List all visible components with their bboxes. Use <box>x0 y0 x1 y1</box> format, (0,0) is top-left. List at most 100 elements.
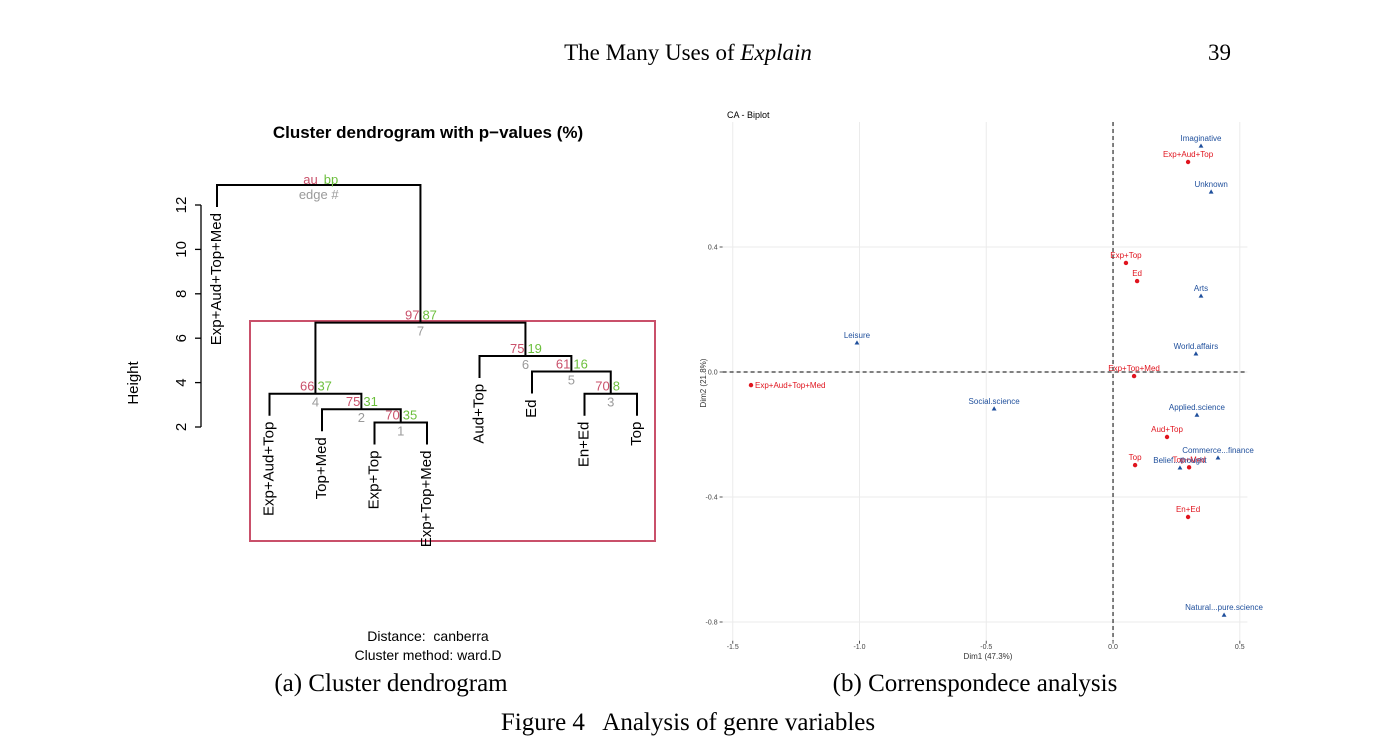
point <box>1185 159 1191 165</box>
bp-value: 35 <box>403 408 417 423</box>
bp-value: 19 <box>527 341 541 356</box>
dendrogram-chart: Cluster dendrogram with p−values (%) Hei… <box>125 123 656 663</box>
point-label: Exp+Top <box>1110 251 1142 260</box>
point-label: Imaginative <box>1181 134 1222 143</box>
edge-number: 2 <box>358 410 365 425</box>
point-label: Exp+Aud+Top+Med <box>755 381 826 390</box>
point-label: Exp+Top+Med <box>1108 364 1160 373</box>
point <box>1186 465 1192 470</box>
legend-edge: edge # <box>299 187 340 202</box>
point-label: En+Ed <box>1176 505 1200 514</box>
point-label: World.affairs <box>1174 342 1219 351</box>
figure-caption: Figure 4 Analysis of genre variables <box>501 709 875 736</box>
running-head-emphasis: Explain <box>739 40 812 65</box>
leaf-label: Top <box>628 422 645 446</box>
y-axis-label: Height <box>125 360 142 404</box>
point-label: Top <box>1129 453 1142 462</box>
y-tick-label: 10 <box>173 241 190 258</box>
point-label: Aud+Top <box>1151 425 1183 434</box>
point <box>991 406 997 411</box>
x-tick-label: -0.5 <box>980 644 992 651</box>
bp-value: 37 <box>317 379 331 394</box>
edge-number: 6 <box>522 357 529 372</box>
page-number: 39 <box>1208 40 1231 65</box>
x-tick-label: 0.5 <box>1235 644 1245 651</box>
subfigure-caption: (a) Cluster dendrogram <box>274 670 508 697</box>
point <box>1198 293 1204 298</box>
point-label: Ed <box>1132 269 1142 278</box>
legend-bp: bp <box>324 172 338 187</box>
leaf-label: En+Ed <box>575 422 592 467</box>
bp-value: 31 <box>363 394 377 409</box>
x-tick-label: 0.0 <box>1108 644 1118 651</box>
point <box>1193 351 1199 356</box>
running-head: The Many Uses of Explain <box>564 40 812 65</box>
point-label: Leisure <box>844 331 871 340</box>
y-tick-label: 4 <box>173 378 190 386</box>
point <box>1221 612 1227 617</box>
running-head-title: The Many Uses of <box>564 40 735 65</box>
x-axis-label: Distance: canberra <box>367 628 489 644</box>
y-tick-label: 0.4 <box>708 245 718 252</box>
subfigure-caption: (b) Correnspondece analysis <box>833 670 1118 697</box>
bp-value: 16 <box>573 357 587 372</box>
leaf-label: Exp+Top+Med <box>418 451 435 548</box>
legend-au: au <box>303 172 317 187</box>
leaf-label: Exp+Aud+Top <box>260 422 277 516</box>
y-tick-label: 8 <box>173 290 190 298</box>
y-tick-label: -0.4 <box>706 495 718 502</box>
x-axis-label: Dim1 (47.3%) <box>964 652 1013 661</box>
plot-panel <box>722 122 1248 641</box>
au-value: 75 <box>346 394 360 409</box>
point <box>1123 260 1129 266</box>
bp-value: 8 <box>613 379 620 394</box>
au-value: 70 <box>595 379 609 394</box>
point-label: Arts <box>1194 284 1208 293</box>
point-label: Commerce...finance <box>1182 446 1254 455</box>
au-value: 97 <box>405 308 419 323</box>
point <box>1185 514 1191 520</box>
y-tick-label: 0.0 <box>708 370 718 377</box>
y-tick-label: 6 <box>173 334 190 342</box>
point <box>1194 412 1200 417</box>
bp-value: 87 <box>422 308 436 323</box>
point <box>1164 434 1170 440</box>
point <box>1131 373 1137 379</box>
cluster-rectangle <box>249 320 656 542</box>
au-value: 66 <box>300 379 314 394</box>
point <box>1134 278 1140 284</box>
au-value: 70 <box>385 408 399 423</box>
point <box>1198 143 1204 148</box>
x-tick-label: -1.0 <box>853 644 865 651</box>
point-label: Unknown <box>1194 180 1227 189</box>
leaf-label: Exp+Top <box>365 451 382 510</box>
point-label: Top+Med <box>1173 455 1206 464</box>
point-label: Exp+Aud+Top <box>1163 150 1214 159</box>
point <box>1132 462 1138 468</box>
dendrogram-merge <box>216 184 422 323</box>
au-value: 75 <box>510 341 524 356</box>
point-label: Social.science <box>969 397 1021 406</box>
chart-title: CA - Biplot <box>727 110 770 120</box>
y-tick-label: 2 <box>173 423 190 431</box>
point-label: Belief...thought <box>1153 456 1207 465</box>
leaf-label: Ed <box>523 400 540 418</box>
ca-biplot-chart: CA - Biplot Dim1 (47.3%) Dim2 (21.8%) -1… <box>699 110 1264 661</box>
point <box>854 340 860 345</box>
leaf-label: Aud+Top <box>470 384 487 444</box>
edge-number: 4 <box>312 395 319 410</box>
point <box>1208 189 1214 194</box>
edge-number: 7 <box>417 324 424 339</box>
point-label: Natural...pure.science <box>1185 603 1263 612</box>
y-tick-label: 12 <box>173 197 190 214</box>
point <box>1177 465 1183 470</box>
au-value: 61 <box>556 357 570 372</box>
edge-number: 1 <box>397 424 404 439</box>
leaf-label: Exp+Aud+Top+Med <box>208 213 225 345</box>
y-axis-label: Dim2 (21.8%) <box>699 358 708 407</box>
chart-title: Cluster dendrogram with p−values (%) <box>273 123 583 142</box>
x-tick-label: -1.5 <box>727 644 739 651</box>
edge-number: 3 <box>607 395 614 410</box>
